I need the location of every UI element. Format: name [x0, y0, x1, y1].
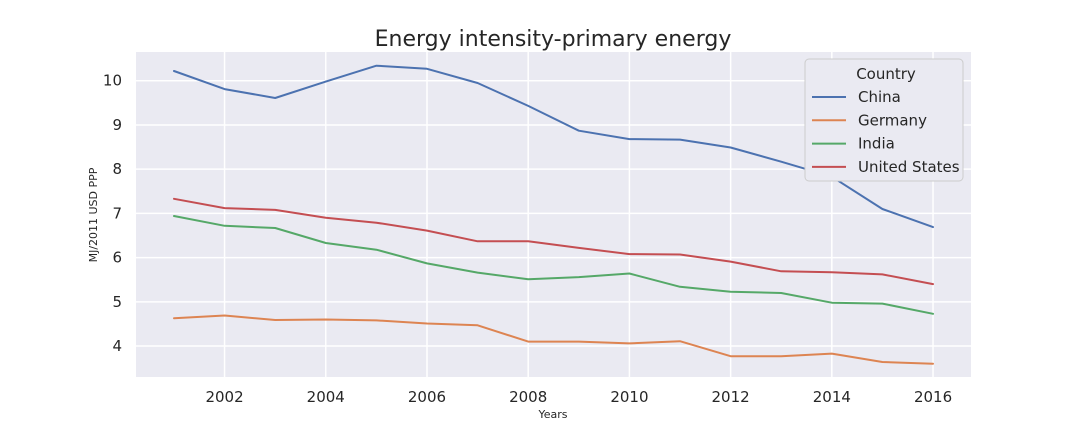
y-tick-label: 6: [112, 249, 122, 267]
series-line-united-states: [173, 197, 934, 286]
x-tick-label: 2006: [408, 388, 446, 406]
legend-label: India: [858, 135, 895, 153]
legend-label: United States: [858, 158, 960, 176]
series-line-india: [173, 215, 934, 315]
x-axis-label: Years: [537, 408, 567, 421]
y-tick-label: 9: [112, 116, 122, 134]
chart-title: Energy intensity-primary energy: [375, 27, 732, 52]
x-tick-label: 2010: [610, 388, 648, 406]
y-tick-label: 7: [112, 204, 122, 222]
y-tick-labels: 4 5 6 7 8 9 10: [103, 72, 122, 355]
x-tick-label: 2008: [509, 388, 547, 406]
x-tick-label: 2004: [307, 388, 345, 406]
y-axis-label: MJ/2011 USD PPP: [87, 167, 100, 262]
series-line-germany: [173, 314, 934, 365]
x-tick-label: 2014: [813, 388, 851, 406]
x-tick-label: 2002: [205, 388, 243, 406]
legend-box: [804, 58, 964, 182]
x-tick-label: 2016: [914, 388, 952, 406]
x-tick-label: 2012: [712, 388, 750, 406]
y-tick-label: 4: [112, 337, 122, 355]
y-tick-label: 5: [112, 293, 122, 311]
legend-label: China: [858, 88, 901, 106]
x-tick-labels: 2002 2004 2006 2008 2010 2012 2014 2016: [205, 388, 952, 406]
y-tick-label: 10: [103, 72, 122, 90]
legend-title: Country: [856, 65, 916, 83]
legend: Country China Germany India United States: [804, 58, 964, 182]
y-tick-label: 8: [112, 160, 122, 178]
legend-label: Germany: [858, 111, 927, 129]
